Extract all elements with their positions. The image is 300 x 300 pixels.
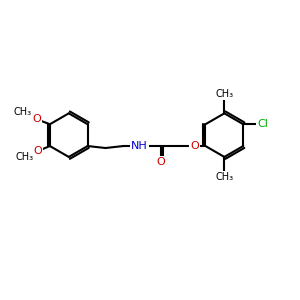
Text: CH₃: CH₃ — [13, 107, 31, 117]
Text: CH₃: CH₃ — [215, 172, 233, 182]
Text: Cl: Cl — [258, 119, 268, 129]
Text: CH₃: CH₃ — [15, 152, 33, 162]
Text: O: O — [33, 114, 41, 124]
Text: O: O — [157, 157, 165, 167]
Text: O: O — [34, 146, 42, 156]
Text: O: O — [190, 141, 199, 151]
Text: CH₃: CH₃ — [215, 88, 233, 98]
Text: NH: NH — [131, 141, 148, 151]
